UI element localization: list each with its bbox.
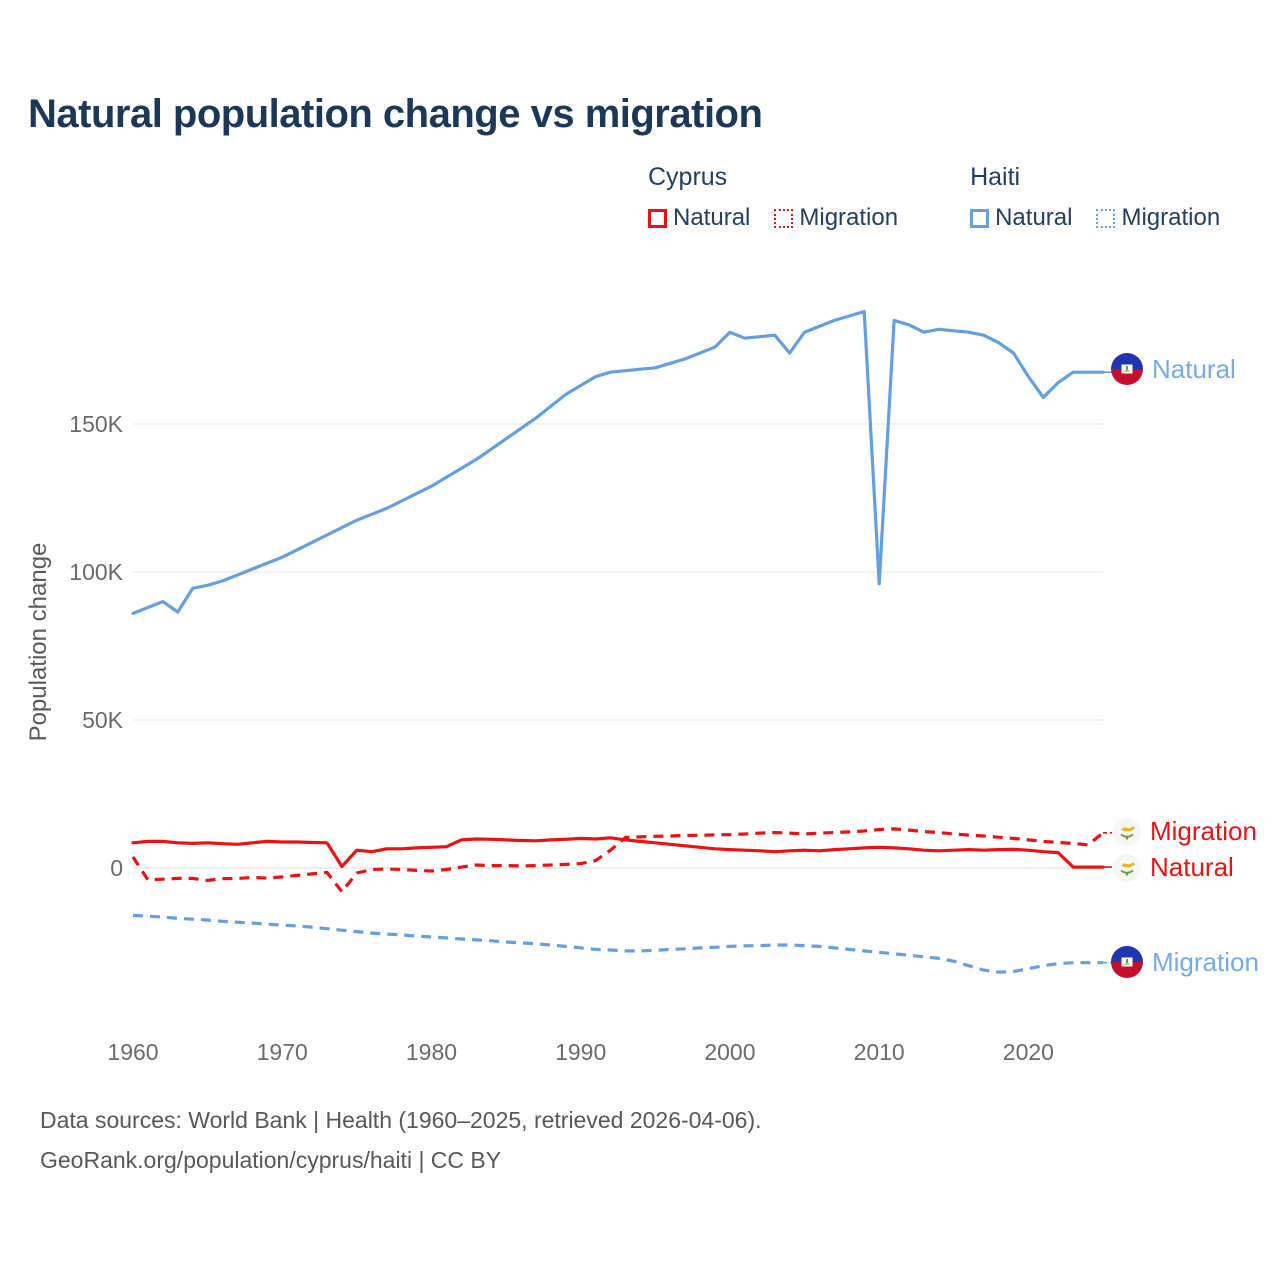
haiti-migration-swatch-icon [1096, 208, 1116, 228]
legend-group-haiti: Haiti Natural Migration [970, 163, 1220, 232]
end-label-cyprus-natural: Natural [1113, 852, 1234, 883]
end-label-text: Migration [1150, 816, 1257, 846]
x-tick-label: 2020 [1003, 1039, 1054, 1065]
cyprus-migration-line[interactable] [131, 827, 1105, 894]
end-label-text: Migration [1152, 946, 1259, 977]
cyprus-natural-line[interactable] [131, 836, 1105, 869]
end-label-text: Natural [1150, 852, 1234, 882]
legend-country-cyprus: Cyprus [648, 163, 728, 191]
x-tick-label: 1990 [555, 1039, 606, 1065]
cyprus-natural-swatch-icon [648, 208, 667, 228]
haiti-migration-line[interactable] [132, 913, 1103, 974]
legend-label-cyprus-migration: Migration [799, 204, 899, 231]
legend-label-haiti-natural: Natural [995, 204, 1073, 231]
end-label-haiti-migration: Migration [1111, 946, 1259, 978]
legend-item-cyprus-migration[interactable]: Migration [774, 204, 898, 232]
page-title: Natural population change vs migration [28, 92, 763, 136]
legend-item-haiti-migration[interactable]: Migration [1096, 204, 1220, 232]
end-label-haiti-natural: Natural [1111, 353, 1236, 385]
x-tick-label: 1980 [406, 1039, 457, 1065]
connector-layer [1103, 371, 1112, 964]
haiti-flag-icon [1111, 946, 1143, 978]
cyprus-migration-swatch-icon [774, 208, 794, 228]
x-tick-label: 2000 [704, 1039, 755, 1065]
x-tick-label: 1960 [107, 1039, 158, 1065]
y-axis-title: Population change [25, 543, 52, 742]
legend-country-haiti: Haiti [970, 163, 1021, 191]
haiti-natural-swatch-icon [970, 208, 990, 228]
legend-group-cyprus: Cyprus Natural Migration [648, 163, 898, 232]
legend-label-haiti-migration: Migration [1121, 204, 1221, 231]
y-tick-label: 50K [82, 707, 124, 733]
y-tick-label: 0 [110, 855, 123, 881]
end-label-text: Natural [1152, 353, 1236, 384]
haiti-natural-line[interactable] [131, 309, 1105, 616]
axis-layer: Population change [25, 543, 52, 742]
legend: Cyprus Natural Migration Haiti Natural M… [648, 163, 1220, 232]
cyprus-flag-icon [1113, 817, 1141, 846]
footer: Data sources: World Bank | Health (1960–… [40, 1100, 762, 1180]
y-tick-label: 100K [69, 559, 123, 585]
grid-layer: 0 50K 100K 150K 1960 1970 1980 1990 2000 2010 2020 [69, 411, 1103, 1065]
legend-item-cyprus-natural[interactable]: Natural [648, 204, 750, 232]
haiti-flag-icon [1111, 353, 1143, 385]
cyprus-flag-icon [1113, 853, 1141, 882]
legend-label-cyprus-natural: Natural [673, 204, 751, 231]
legend-item-haiti-natural[interactable]: Natural [970, 204, 1072, 232]
footer-sources-line: Data sources: World Bank | Health (1960–… [40, 1107, 762, 1133]
x-tick-label: 2010 [854, 1039, 905, 1065]
footer-attribution-line: GeoRank.org/population/cyprus/haiti | CC… [40, 1147, 502, 1173]
y-tick-label: 150K [69, 411, 123, 437]
end-label-cyprus-migration: Migration [1113, 816, 1257, 847]
x-tick-label: 1970 [257, 1039, 308, 1065]
